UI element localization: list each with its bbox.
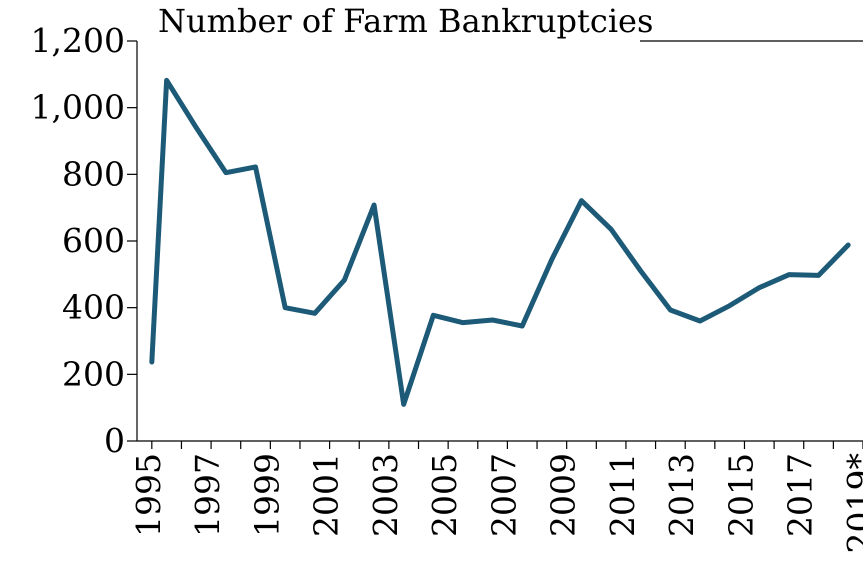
x-tick-label: 1995	[129, 453, 168, 537]
x-tick-label: 2013	[662, 453, 701, 537]
x-tick-label: 2003	[366, 453, 405, 537]
x-tick-label: 2011	[603, 453, 642, 537]
x-tick-label: 2017	[781, 453, 820, 537]
series-line-0	[152, 80, 848, 404]
x-axis: 1995 1997 1999 2001 2003 2005 2007 2009 2011 2013…	[129, 441, 863, 553]
y-tick-label: 800	[62, 154, 125, 193]
x-tick-label: 2009	[544, 453, 583, 537]
chart-title: Number of Farm Bankruptcies	[158, 2, 653, 40]
plot-lines	[152, 80, 849, 404]
x-tick-label: 2007	[484, 453, 523, 537]
y-tick-label: 400	[62, 288, 125, 327]
y-axis: 0 200 400 600 800 1,000 1,200	[31, 21, 137, 460]
y-tick-label: 200	[62, 354, 125, 393]
y-tick-label: 600	[62, 221, 125, 260]
x-tick-label: 1999	[247, 453, 286, 537]
x-tick-label: 2005	[425, 453, 464, 537]
x-tick-label: 2019*	[840, 453, 863, 553]
y-tick-label: 1,200	[31, 21, 125, 60]
y-tick-label: 1,000	[31, 88, 125, 127]
y-tick-label: 0	[104, 421, 125, 460]
x-tick-label: 1997	[188, 453, 227, 537]
x-tick-label: 2015	[721, 453, 760, 537]
x-tick-label: 2001	[307, 453, 346, 537]
